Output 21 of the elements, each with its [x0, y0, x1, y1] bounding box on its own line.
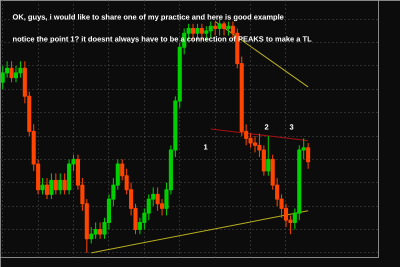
candlestick	[18, 60, 22, 78]
candlestick	[89, 226, 94, 244]
candlestick	[306, 142, 310, 170]
candlestick	[213, 21, 218, 36]
candlestick	[62, 172, 67, 195]
candlestick	[218, 18, 222, 36]
candlestick	[0, 65, 5, 90]
candlestick	[262, 144, 266, 176]
candlestick	[266, 136, 270, 176]
candlestick	[222, 21, 226, 36]
candlestick	[49, 172, 54, 200]
candlestick	[40, 178, 45, 195]
candlestick	[10, 60, 14, 83]
candlestick	[156, 186, 160, 212]
candlestick	[44, 178, 50, 200]
candlestick	[54, 172, 58, 195]
candlestick	[252, 136, 258, 153]
candlestick	[226, 21, 230, 36]
candlestick	[58, 172, 62, 195]
candlestick	[98, 222, 102, 240]
candlestick	[14, 65, 18, 83]
